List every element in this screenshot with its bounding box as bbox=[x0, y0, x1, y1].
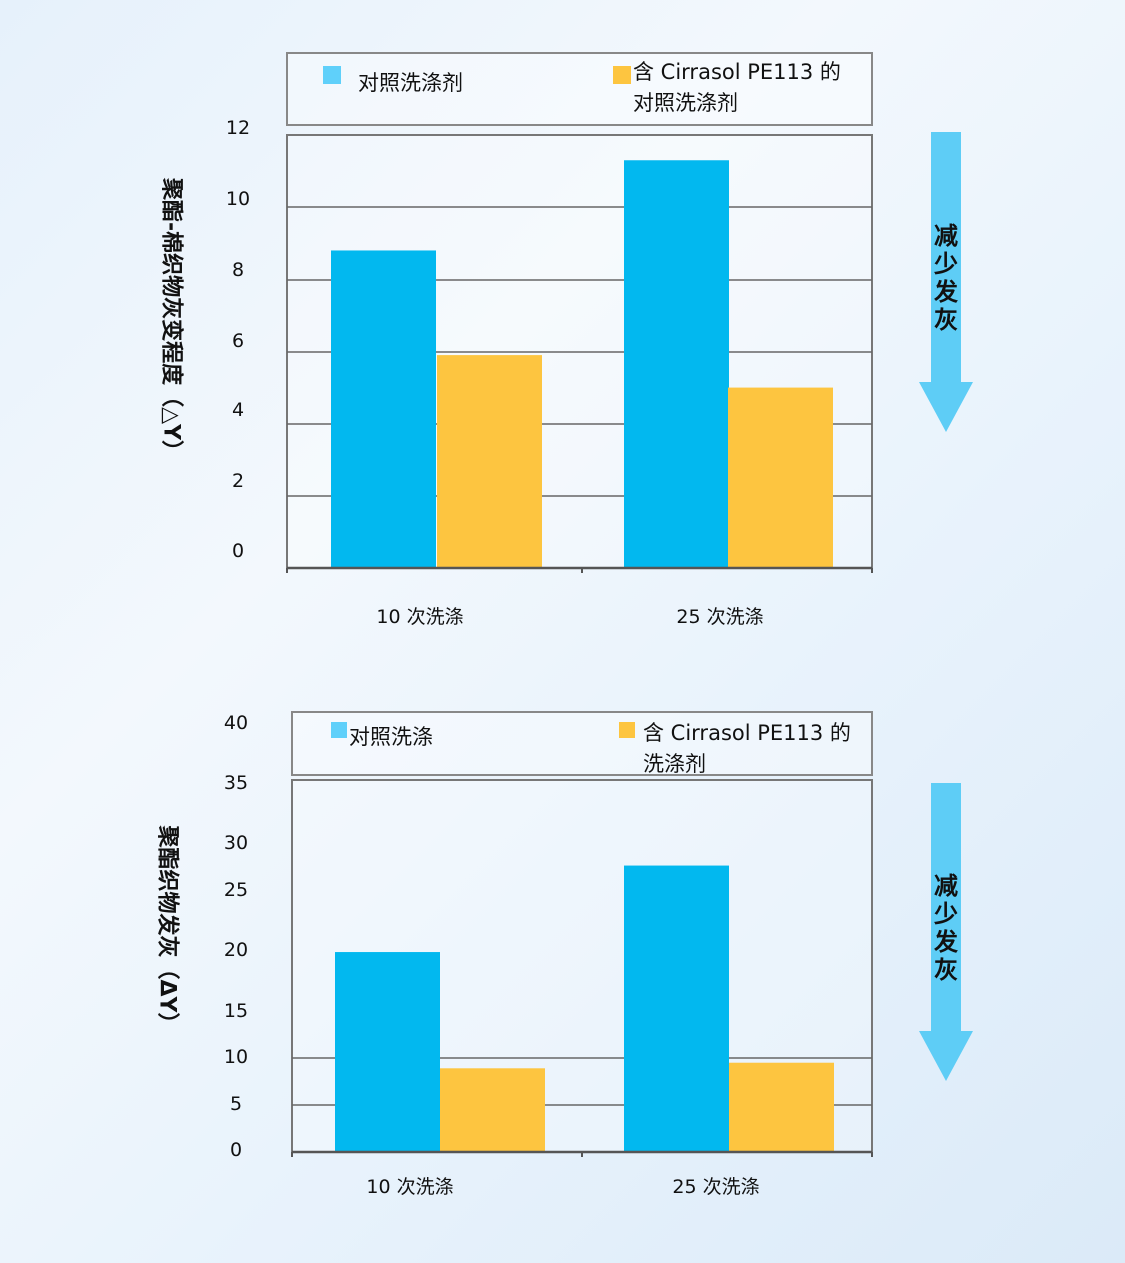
arrow-label: 减少发灰 bbox=[933, 872, 958, 984]
legend-label-2-line-2: 洗涤剂 bbox=[643, 752, 706, 776]
y-tick-label-6: 15 bbox=[224, 1000, 248, 1022]
y-tick-label-7: 0 bbox=[232, 540, 244, 562]
arrow-label-char: 减 bbox=[934, 222, 958, 250]
y-tick-label-4: 25 bbox=[224, 879, 248, 901]
decrease-arrow-icon bbox=[919, 132, 973, 432]
y-tick-label-1: 40 bbox=[224, 712, 248, 734]
arrow-label-char: 发 bbox=[933, 928, 958, 956]
arrow-label: 减少发灰 bbox=[933, 222, 958, 334]
y-tick-label-3: 30 bbox=[224, 832, 248, 854]
y-tick-label-9: 0 bbox=[230, 1139, 242, 1161]
legend-label-2-line-2: 对照洗涤剂 bbox=[633, 91, 738, 115]
legend-label-2-line-1: 含 Cirrasol PE113 的 bbox=[643, 721, 851, 745]
y-tick-label-2: 10 bbox=[226, 188, 250, 210]
bar-1-2 bbox=[624, 160, 729, 568]
decrease-arrow-icon bbox=[919, 783, 973, 1081]
legend-label-2-line-1: 含 Cirrasol PE113 的 bbox=[633, 60, 841, 84]
x-tick-label-2: 25 次洗涤 bbox=[676, 606, 763, 628]
y-tick-label-1: 12 bbox=[226, 117, 250, 139]
legend-label-1-line-1: 对照洗涤 bbox=[349, 725, 433, 749]
y-tick-label-8: 5 bbox=[230, 1093, 242, 1115]
arrow-label-char: 减 bbox=[934, 872, 958, 900]
bar-2-1 bbox=[440, 1068, 545, 1152]
legend-swatch-1 bbox=[323, 66, 341, 84]
y-tick-label-6: 2 bbox=[232, 470, 244, 492]
bar-1-1 bbox=[331, 250, 436, 568]
legend-label-1-line-1: 对照洗涤剂 bbox=[358, 71, 463, 95]
y-axis-label: 聚酯-棉织物灰变程度（△Y） bbox=[159, 177, 185, 462]
bar-2-1 bbox=[437, 355, 542, 568]
y-tick-label-5: 4 bbox=[232, 399, 244, 421]
chart-1: 对照洗涤剂含 Cirrasol PE113 的对照洗涤剂10 次洗涤 25 次洗涤… bbox=[159, 52, 973, 628]
bar-1-1 bbox=[335, 952, 440, 1152]
arrow-label-char: 灰 bbox=[934, 306, 958, 334]
y-tick-label-4: 6 bbox=[232, 330, 244, 352]
arrow-label-char: 少 bbox=[933, 900, 958, 928]
bar-2-2 bbox=[729, 1062, 834, 1152]
y-axis-label: 聚酯织物发灰（ΔY） bbox=[155, 825, 181, 1035]
x-tick-label-1: 10 次洗涤 bbox=[376, 606, 463, 628]
legend-box bbox=[286, 52, 873, 126]
bar-2-2 bbox=[728, 387, 833, 568]
legend-swatch-1 bbox=[331, 722, 347, 738]
arrow-label-char: 发 bbox=[933, 278, 958, 306]
bar-1-2 bbox=[624, 865, 729, 1152]
legend-box bbox=[291, 711, 873, 776]
y-tick-label-7: 10 bbox=[224, 1046, 248, 1068]
arrow-label-char: 灰 bbox=[934, 956, 958, 984]
x-tick-label-2: 25 次洗涤 bbox=[672, 1176, 759, 1198]
y-tick-label-5: 20 bbox=[224, 939, 248, 961]
x-tick-label-1: 10 次洗涤 bbox=[366, 1176, 453, 1198]
y-tick-label-2: 35 bbox=[224, 772, 248, 794]
legend-swatch-2 bbox=[619, 722, 635, 738]
arrow-label-char: 少 bbox=[933, 250, 958, 278]
legend-swatch-2 bbox=[613, 66, 631, 84]
y-tick-label-3: 8 bbox=[232, 259, 244, 281]
